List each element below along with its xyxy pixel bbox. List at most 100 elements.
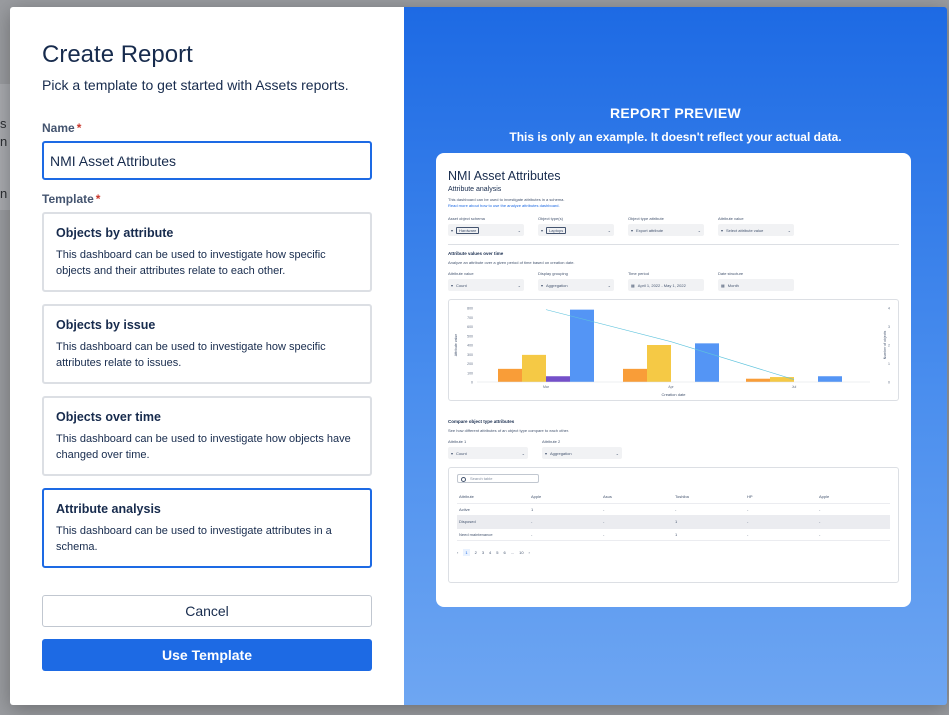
name-label: Name * bbox=[42, 121, 82, 135]
chevron-down-icon: ⌄ bbox=[787, 227, 791, 233]
preview-filter: Time period ▦ April 1, 2022 - May 1, 2022 bbox=[628, 271, 704, 291]
table-row: Need maintenance - - 1 - - bbox=[457, 529, 890, 541]
table-cell: 1 bbox=[675, 519, 678, 525]
table-cell: Disposed bbox=[459, 519, 476, 525]
preview-filter-label: Attribute value bbox=[448, 271, 474, 276]
table-cell: - bbox=[819, 506, 821, 512]
preview-select: ▾ Export attribute ⌄ bbox=[628, 224, 704, 236]
chevron-down-icon: ⌄ bbox=[517, 227, 521, 233]
preview-section-heading: Attribute values over time bbox=[448, 251, 504, 256]
preview-filter: Object type attribute ▾ Export attribute ⌄ bbox=[628, 216, 704, 236]
template-card-description: This dashboard can be used to investigat… bbox=[56, 249, 326, 277]
pagination-page: 10 bbox=[519, 550, 524, 555]
table-header-cell: Attribute bbox=[459, 494, 474, 500]
bar bbox=[695, 343, 719, 382]
preview-section-heading: Compare object type attributes bbox=[448, 419, 515, 424]
chevron-right-icon: › bbox=[528, 550, 530, 555]
create-report-dialog: Create Report Pick a template to get sta… bbox=[10, 7, 947, 705]
table-cell: Need maintenance bbox=[459, 531, 493, 537]
required-mark: * bbox=[76, 121, 82, 135]
preview-filter: Display grouping ▾ Aggregation ⌄ bbox=[538, 271, 614, 291]
pagination-page: 4 bbox=[489, 550, 492, 555]
y-tick-label: 300 bbox=[467, 353, 473, 357]
preview-section-heading: Attribute analysis bbox=[448, 186, 502, 193]
table-row: Disposed - - 1 - - bbox=[457, 516, 890, 529]
backdrop-panel bbox=[0, 84, 12, 210]
preview-filter-label: Object type attribute bbox=[628, 216, 664, 221]
cancel-button[interactable]: Cancel bbox=[42, 595, 372, 627]
x-axis-label: Creation date bbox=[661, 392, 686, 397]
table-header-cell: Apple bbox=[819, 494, 830, 500]
y2-tick-label: 3 bbox=[888, 325, 890, 329]
filter-icon: ▾ bbox=[451, 282, 454, 288]
use-template-button[interactable]: Use Template bbox=[42, 639, 372, 671]
y2-tick-label: 1 bbox=[888, 362, 890, 366]
chevron-down-icon: ⌄ bbox=[521, 450, 525, 456]
table-cell: 1 bbox=[675, 531, 678, 537]
template-card-objects-by-issue[interactable]: Objects by issue This dashboard can be u… bbox=[42, 304, 372, 384]
preview-table: Attribute Apple Asus Toshiba HP Apple Ac… bbox=[457, 491, 890, 541]
preview-filter: Date structure ▦ Month bbox=[718, 271, 794, 291]
preview-select: ▦ April 1, 2022 - May 1, 2022 bbox=[628, 279, 704, 291]
template-card-title: Attribute analysis bbox=[56, 502, 161, 516]
x-tick-label: Mar bbox=[543, 385, 550, 389]
preview-filter-label: Date structure bbox=[718, 271, 744, 276]
pagination-ellipsis: ... bbox=[510, 550, 515, 555]
table-cell: - bbox=[819, 531, 821, 537]
preview-filter-row: Attribute 1 ▾ Count ⌄ Attribute 2 ▾ Aggrega… bbox=[448, 439, 899, 459]
preview-note: This is only an example. It doesn't refl… bbox=[509, 130, 842, 144]
backdrop-text: s bbox=[0, 116, 7, 131]
bar bbox=[570, 309, 594, 382]
chevron-down-icon: ⌄ bbox=[607, 282, 611, 288]
template-card-objects-over-time[interactable]: Objects over time This dashboard can be … bbox=[42, 396, 372, 476]
pagination-page: 6 bbox=[503, 550, 506, 555]
preview-filter-label: Attribute 2 bbox=[542, 439, 561, 444]
report-preview-panel: REPORT PREVIEW This is only an example. … bbox=[404, 7, 947, 705]
table-header-cell: Asus bbox=[603, 494, 612, 500]
y-axis-label: Attribute value bbox=[454, 334, 458, 356]
table-header-cell: Toshiba bbox=[675, 494, 689, 500]
preview-filter-label: Attribute 1 bbox=[448, 439, 467, 444]
y-tick-label: 400 bbox=[467, 344, 473, 348]
y-tick-label: 100 bbox=[467, 371, 473, 375]
dialog-title: Create Report bbox=[42, 41, 193, 68]
chevron-left-icon: ‹ bbox=[457, 550, 459, 555]
preview-select: ▾ Hardware ⌄ bbox=[448, 224, 524, 236]
template-card-attribute-analysis[interactable]: Attribute analysis This dashboard can be… bbox=[42, 488, 372, 568]
chevron-down-icon: ⌄ bbox=[697, 227, 701, 233]
filter-icon: ▾ bbox=[541, 282, 544, 288]
filter-icon: ▾ bbox=[451, 450, 454, 456]
series-line bbox=[545, 309, 795, 380]
report-name-input[interactable] bbox=[42, 141, 372, 180]
table-cell: - bbox=[603, 506, 605, 512]
preview-report-title: NMI Asset Attributes bbox=[448, 169, 561, 183]
bar bbox=[546, 376, 570, 382]
table-cell: - bbox=[747, 531, 749, 537]
required-mark: * bbox=[95, 192, 101, 206]
filter-icon: ▾ bbox=[451, 227, 454, 233]
preview-chip: Hardware bbox=[456, 226, 480, 234]
preview-search-input: Search table bbox=[457, 474, 539, 483]
preview-chart: 800 700 600 500 400 300 200 100 0 4 3 2 1 0 Attribute … bbox=[448, 299, 899, 401]
preview-filter: Attribute 2 ▾ Aggregation ⌄ bbox=[542, 439, 622, 459]
preview-filter: Object type(s) ▾ Laptops ⌄ bbox=[538, 216, 614, 236]
y-tick-label: 800 bbox=[467, 307, 473, 311]
preview-filter-label: Asset object schema bbox=[448, 216, 485, 221]
dialog-form-panel: Create Report Pick a template to get sta… bbox=[10, 7, 404, 705]
x-tick-label: Apr bbox=[668, 385, 674, 389]
preview-section-description: Analyze an attribute over a given period… bbox=[448, 260, 575, 265]
y-tick-label: 700 bbox=[467, 316, 473, 320]
bar bbox=[770, 377, 794, 382]
preview-chart-svg: 800 700 600 500 400 300 200 100 0 4 3 2 1 0 Attribute … bbox=[454, 307, 890, 398]
preview-select: ▾ Aggregation ⌄ bbox=[542, 447, 622, 459]
table-cell: - bbox=[531, 531, 533, 537]
preview-section-description: This dashboard can be used to investigat… bbox=[448, 197, 565, 202]
preview-filter-row: Asset object schema ▾ Hardware ⌄ Object ty… bbox=[448, 216, 899, 236]
calendar-icon: ▦ bbox=[631, 282, 635, 288]
template-card-description: This dashboard can be used to investigat… bbox=[56, 433, 351, 461]
y2-tick-label: 4 bbox=[888, 307, 890, 311]
y2-tick-label: 2 bbox=[888, 344, 890, 348]
table-cell: - bbox=[603, 519, 605, 525]
chevron-down-icon: ⌄ bbox=[607, 227, 611, 233]
template-card-objects-by-attribute[interactable]: Objects by attribute This dashboard can … bbox=[42, 212, 372, 292]
